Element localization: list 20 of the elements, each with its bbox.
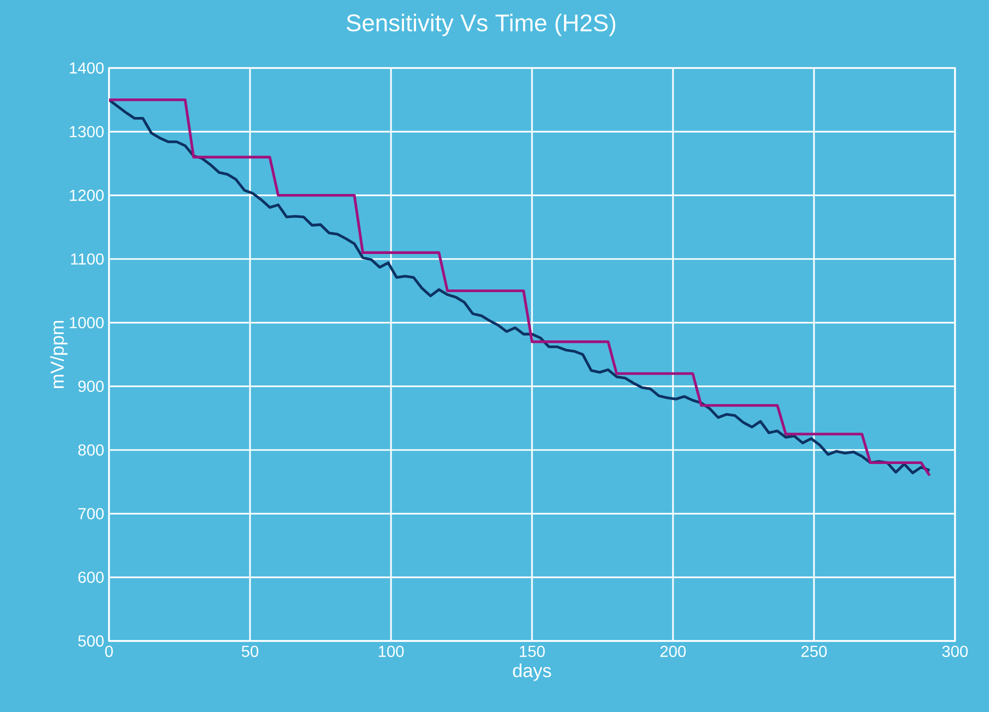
x-axis-title: days — [513, 664, 552, 681]
y-tick-label: 800 — [78, 444, 104, 456]
x-tick-label: 200 — [660, 646, 686, 658]
x-tick-label: 300 — [942, 646, 968, 658]
x-tick-label: 250 — [801, 646, 827, 658]
y-tick-label: 1100 — [71, 253, 104, 265]
y-tick-label: 600 — [78, 572, 104, 583]
y-tick-label: 1300 — [70, 126, 104, 138]
x-tick-label: 50 — [242, 646, 258, 658]
y-tick-label: 500 — [78, 635, 104, 647]
y-tick-label: 1200 — [70, 190, 104, 201]
chart-title: Sensitivity Vs Time (H2S) — [346, 14, 616, 36]
x-tick-label: 0 — [105, 646, 113, 658]
y-tick-label: 700 — [78, 508, 104, 520]
y-tick-label: 1400 — [70, 62, 104, 74]
y-tick-label: 900 — [78, 380, 104, 392]
y-axis-title: mV/ppm — [50, 320, 68, 388]
x-tick-label: 150 — [520, 646, 545, 658]
y-tick-label: 1000 — [70, 317, 104, 328]
x-tick-label: 100 — [378, 646, 404, 658]
